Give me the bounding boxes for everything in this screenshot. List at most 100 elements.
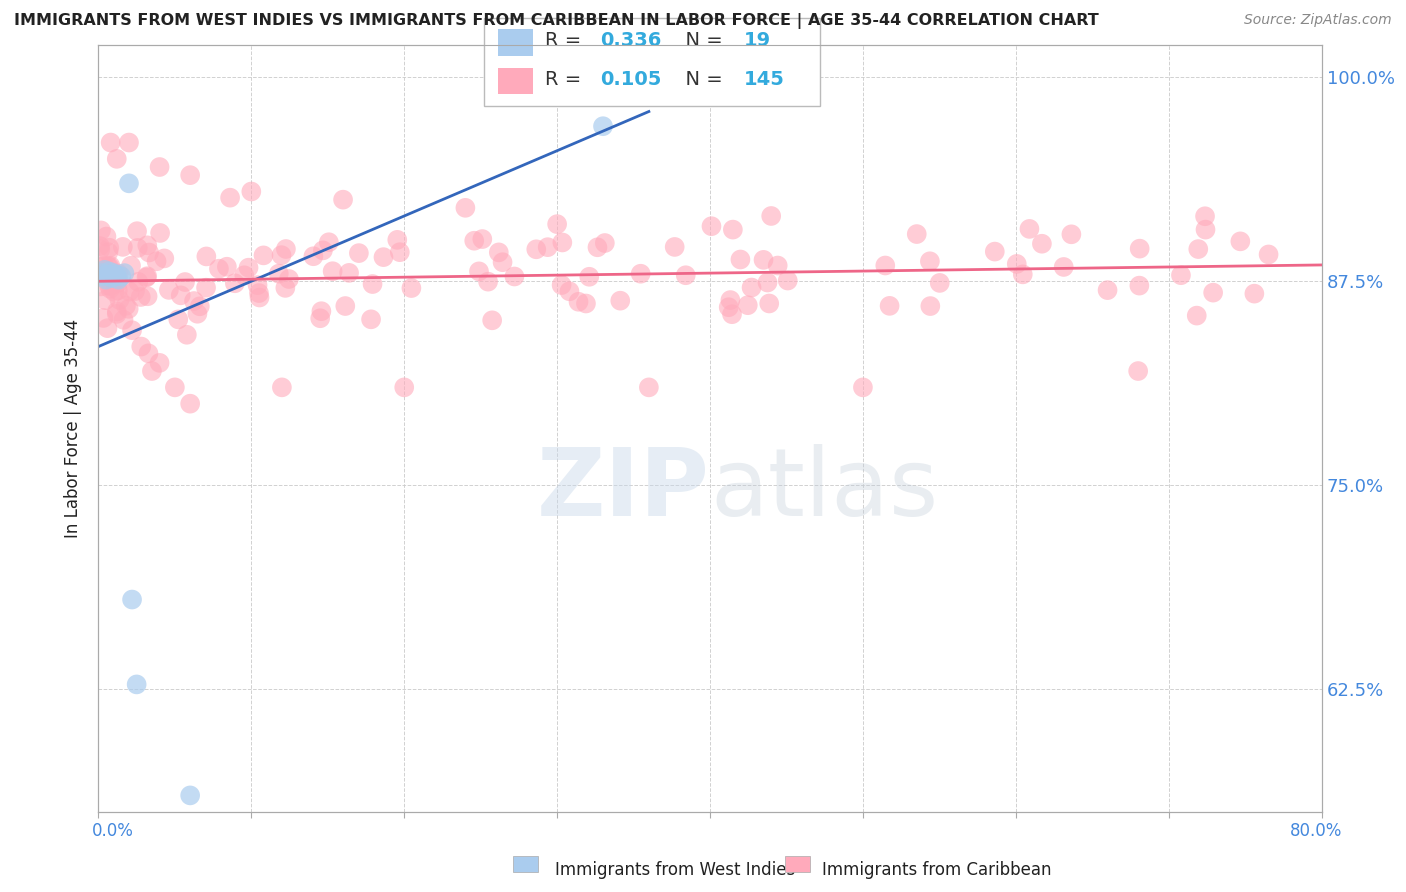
Point [1187, 242, 1209, 256]
Point [1202, 285, 1225, 300]
Point [1257, 247, 1279, 261]
Point [120, 259, 142, 273]
Point [593, 235, 616, 250]
Point [96, 260, 118, 274]
Point [766, 259, 789, 273]
Point [105, 304, 128, 318]
Point [1128, 364, 1150, 378]
Text: Immigrants from West Indies: Immigrants from West Indies [534, 861, 796, 879]
Point [1053, 260, 1076, 274]
Point [188, 299, 211, 313]
Point [318, 235, 340, 250]
Point [97, 245, 120, 260]
Point [118, 301, 141, 316]
Point [90, 260, 112, 274]
Point [392, 380, 416, 394]
Point [247, 286, 270, 301]
Bar [498, 68, 533, 95]
Point [249, 291, 271, 305]
Point [112, 313, 135, 327]
Point [537, 240, 560, 254]
FancyBboxPatch shape [484, 18, 820, 106]
Point [454, 201, 477, 215]
Point [1128, 278, 1150, 293]
Point [312, 244, 335, 258]
Point [1194, 209, 1216, 223]
Point [96, 321, 118, 335]
Point [118, 177, 141, 191]
Point [105, 268, 128, 282]
Point [1005, 257, 1028, 271]
Point [103, 266, 125, 280]
Point [302, 249, 325, 263]
Point [153, 252, 176, 266]
Point [1031, 236, 1053, 251]
Point [118, 136, 141, 150]
Point [108, 293, 131, 307]
Point [89, 243, 111, 257]
Point [93, 310, 115, 325]
Point [387, 233, 409, 247]
Point [112, 266, 135, 280]
Point [149, 356, 172, 370]
Point [1229, 235, 1251, 249]
Point [558, 285, 581, 299]
Point [91, 269, 114, 284]
Point [186, 307, 208, 321]
Point [737, 298, 759, 312]
Point [928, 276, 950, 290]
Point [752, 252, 775, 267]
Point [267, 267, 290, 281]
Point [637, 380, 661, 394]
Point [401, 281, 423, 295]
Point [138, 346, 160, 360]
Point [335, 299, 357, 313]
Point [238, 260, 260, 275]
Point [477, 275, 499, 289]
Point [129, 340, 152, 354]
Point [179, 397, 201, 411]
Point [179, 789, 201, 803]
Point [481, 313, 503, 327]
Point [127, 241, 149, 255]
Bar [785, 856, 810, 872]
Point [311, 304, 333, 318]
Point [700, 219, 723, 234]
Point [270, 248, 292, 262]
Point [756, 276, 779, 290]
Point [309, 311, 332, 326]
Text: N =: N = [673, 31, 730, 50]
Text: ZIP: ZIP [537, 443, 710, 535]
Point [135, 270, 157, 285]
Point [337, 266, 360, 280]
Point [730, 252, 752, 267]
Point [240, 185, 263, 199]
Text: 80.0%: 80.0% [1291, 822, 1343, 840]
Point [105, 307, 128, 321]
Point [551, 235, 574, 250]
Point [1060, 227, 1083, 242]
Point [332, 193, 354, 207]
Point [278, 272, 301, 286]
Point [274, 242, 297, 256]
Point [98, 259, 121, 273]
Point [1194, 222, 1216, 236]
Point [664, 240, 686, 254]
Point [98, 241, 121, 255]
Text: 0.0%: 0.0% [91, 822, 134, 840]
Point [98, 264, 121, 278]
Point [741, 280, 763, 294]
Point [183, 293, 205, 308]
Point [361, 277, 384, 291]
Point [578, 269, 600, 284]
Point [875, 259, 897, 273]
Point [586, 240, 609, 254]
Point [136, 238, 159, 252]
Point [145, 254, 167, 268]
Point [721, 307, 744, 321]
Point [136, 289, 159, 303]
Bar [498, 29, 533, 56]
Point [270, 380, 292, 394]
Text: Source: ZipAtlas.com: Source: ZipAtlas.com [1244, 13, 1392, 28]
Text: atlas: atlas [710, 443, 938, 535]
